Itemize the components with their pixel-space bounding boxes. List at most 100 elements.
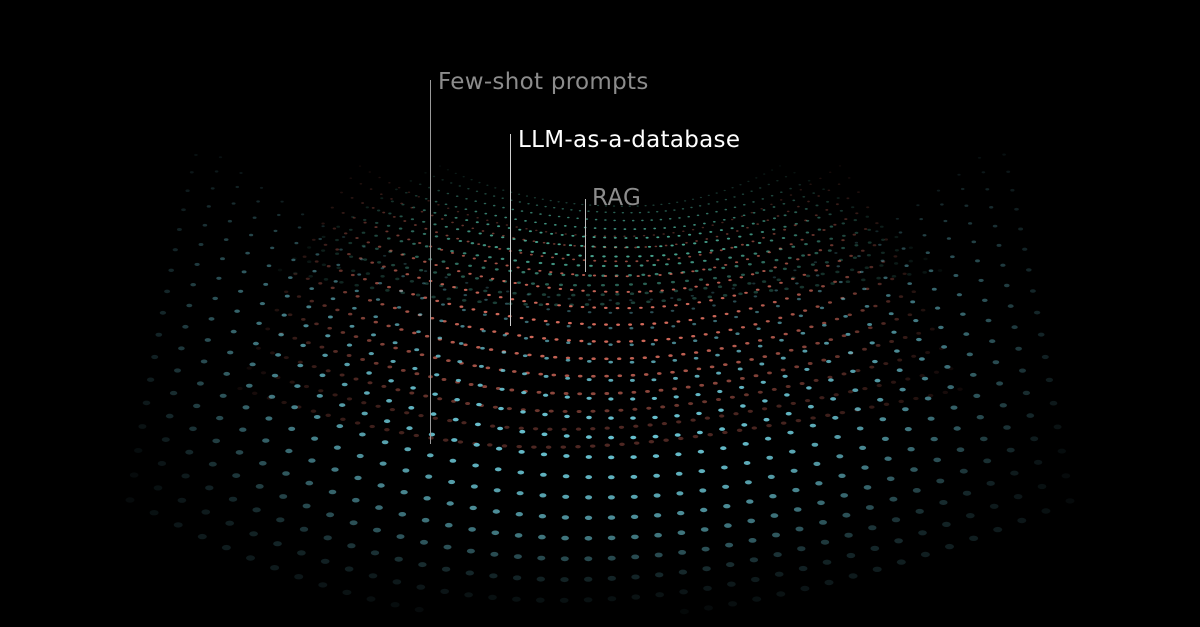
surface-dot	[918, 530, 927, 536]
surface-dot	[824, 579, 834, 586]
surface-dot	[651, 360, 656, 364]
surface-dot	[542, 337, 547, 340]
surface-dot	[841, 246, 846, 250]
surface-dot	[302, 503, 311, 509]
surface-dot	[438, 165, 442, 167]
surface-dot	[752, 282, 756, 285]
surface-dot	[907, 313, 913, 317]
surface-dot	[412, 242, 416, 245]
surface-dot	[834, 252, 838, 254]
surface-dot	[634, 237, 639, 239]
surface-dot	[711, 224, 714, 226]
surface-dot	[527, 268, 531, 271]
surface-dot	[246, 555, 255, 561]
surface-dot	[492, 301, 498, 305]
surface-dot	[757, 339, 763, 342]
surface-dot	[576, 217, 579, 220]
surface-dot	[274, 308, 280, 312]
surface-dot	[674, 414, 680, 418]
surface-dot	[538, 303, 544, 307]
surface-dot	[883, 362, 889, 366]
surface-dot	[924, 396, 932, 401]
surface-dot	[576, 409, 582, 414]
surface-dot	[482, 244, 487, 247]
surface-dot	[686, 252, 690, 255]
surface-dot	[522, 354, 528, 358]
surface-dot	[848, 573, 858, 579]
surface-dot	[378, 282, 383, 285]
surface-dot	[273, 541, 282, 547]
surface-dot	[748, 538, 757, 543]
surface-dot	[500, 369, 506, 372]
surface-dot	[550, 391, 555, 395]
surface-dot	[698, 205, 702, 207]
surface-dot	[182, 324, 189, 329]
surface-dot	[745, 342, 750, 345]
surface-dot	[395, 388, 401, 392]
surface-dot	[390, 198, 393, 200]
surface-dot	[151, 354, 159, 360]
surface-dot	[519, 252, 523, 254]
surface-dot	[715, 239, 719, 242]
surface-dot	[1041, 354, 1049, 360]
surface-dot	[776, 591, 786, 597]
surface-dot	[894, 249, 899, 252]
surface-dot	[524, 220, 527, 222]
surface-dot	[472, 463, 479, 468]
surface-dot	[742, 214, 746, 217]
surface-dot	[694, 374, 700, 378]
surface-dot	[303, 384, 310, 389]
surface-dot	[766, 423, 772, 428]
surface-dot	[526, 293, 530, 296]
surface-dot	[248, 233, 254, 237]
surface-dot	[700, 527, 709, 532]
surface-dot	[793, 269, 797, 272]
surface-dot	[492, 330, 497, 333]
surface-dot	[671, 288, 676, 291]
surface-dot	[498, 406, 504, 411]
surface-dot	[869, 265, 874, 269]
surface-dot	[817, 500, 825, 506]
surface-dot	[421, 517, 430, 523]
surface-dot	[398, 512, 407, 517]
surface-dot	[813, 261, 818, 264]
surface-dot	[676, 320, 681, 323]
surface-dot	[930, 436, 938, 442]
surface-dot	[618, 408, 624, 412]
surface-dot	[178, 346, 185, 351]
surface-dot	[380, 342, 385, 346]
surface-dot	[674, 304, 678, 307]
surface-dot	[753, 290, 759, 294]
surface-dot	[673, 226, 677, 229]
surface-dot	[595, 211, 599, 213]
surface-dot	[811, 442, 819, 447]
surface-dot	[504, 425, 510, 429]
surface-dot	[401, 275, 405, 278]
surface-dot	[435, 354, 441, 358]
surface-dot	[325, 413, 331, 417]
surface-dot	[475, 190, 479, 193]
surface-dot	[894, 317, 899, 321]
surface-dot	[650, 306, 655, 309]
surface-dot	[509, 388, 515, 392]
surface-dot	[256, 200, 260, 203]
surface-dot	[504, 302, 509, 305]
surface-dot	[618, 425, 625, 429]
surface-dot	[531, 318, 536, 321]
surface-dot	[614, 283, 620, 287]
surface-dot	[560, 556, 569, 562]
surface-dot	[593, 235, 597, 237]
surface-dot	[896, 368, 903, 372]
surface-dot	[741, 225, 745, 227]
surface-dot	[726, 562, 735, 568]
surface-dot	[461, 308, 466, 312]
surface-dot	[701, 226, 705, 229]
surface-dot	[793, 224, 797, 227]
rag-label: RAG	[592, 185, 642, 211]
surface-dot	[796, 329, 801, 332]
surface-dot	[494, 246, 499, 249]
surface-dot	[577, 392, 583, 396]
surface-dot	[826, 359, 832, 364]
surface-dot	[629, 340, 634, 343]
surface-dot	[869, 405, 875, 409]
